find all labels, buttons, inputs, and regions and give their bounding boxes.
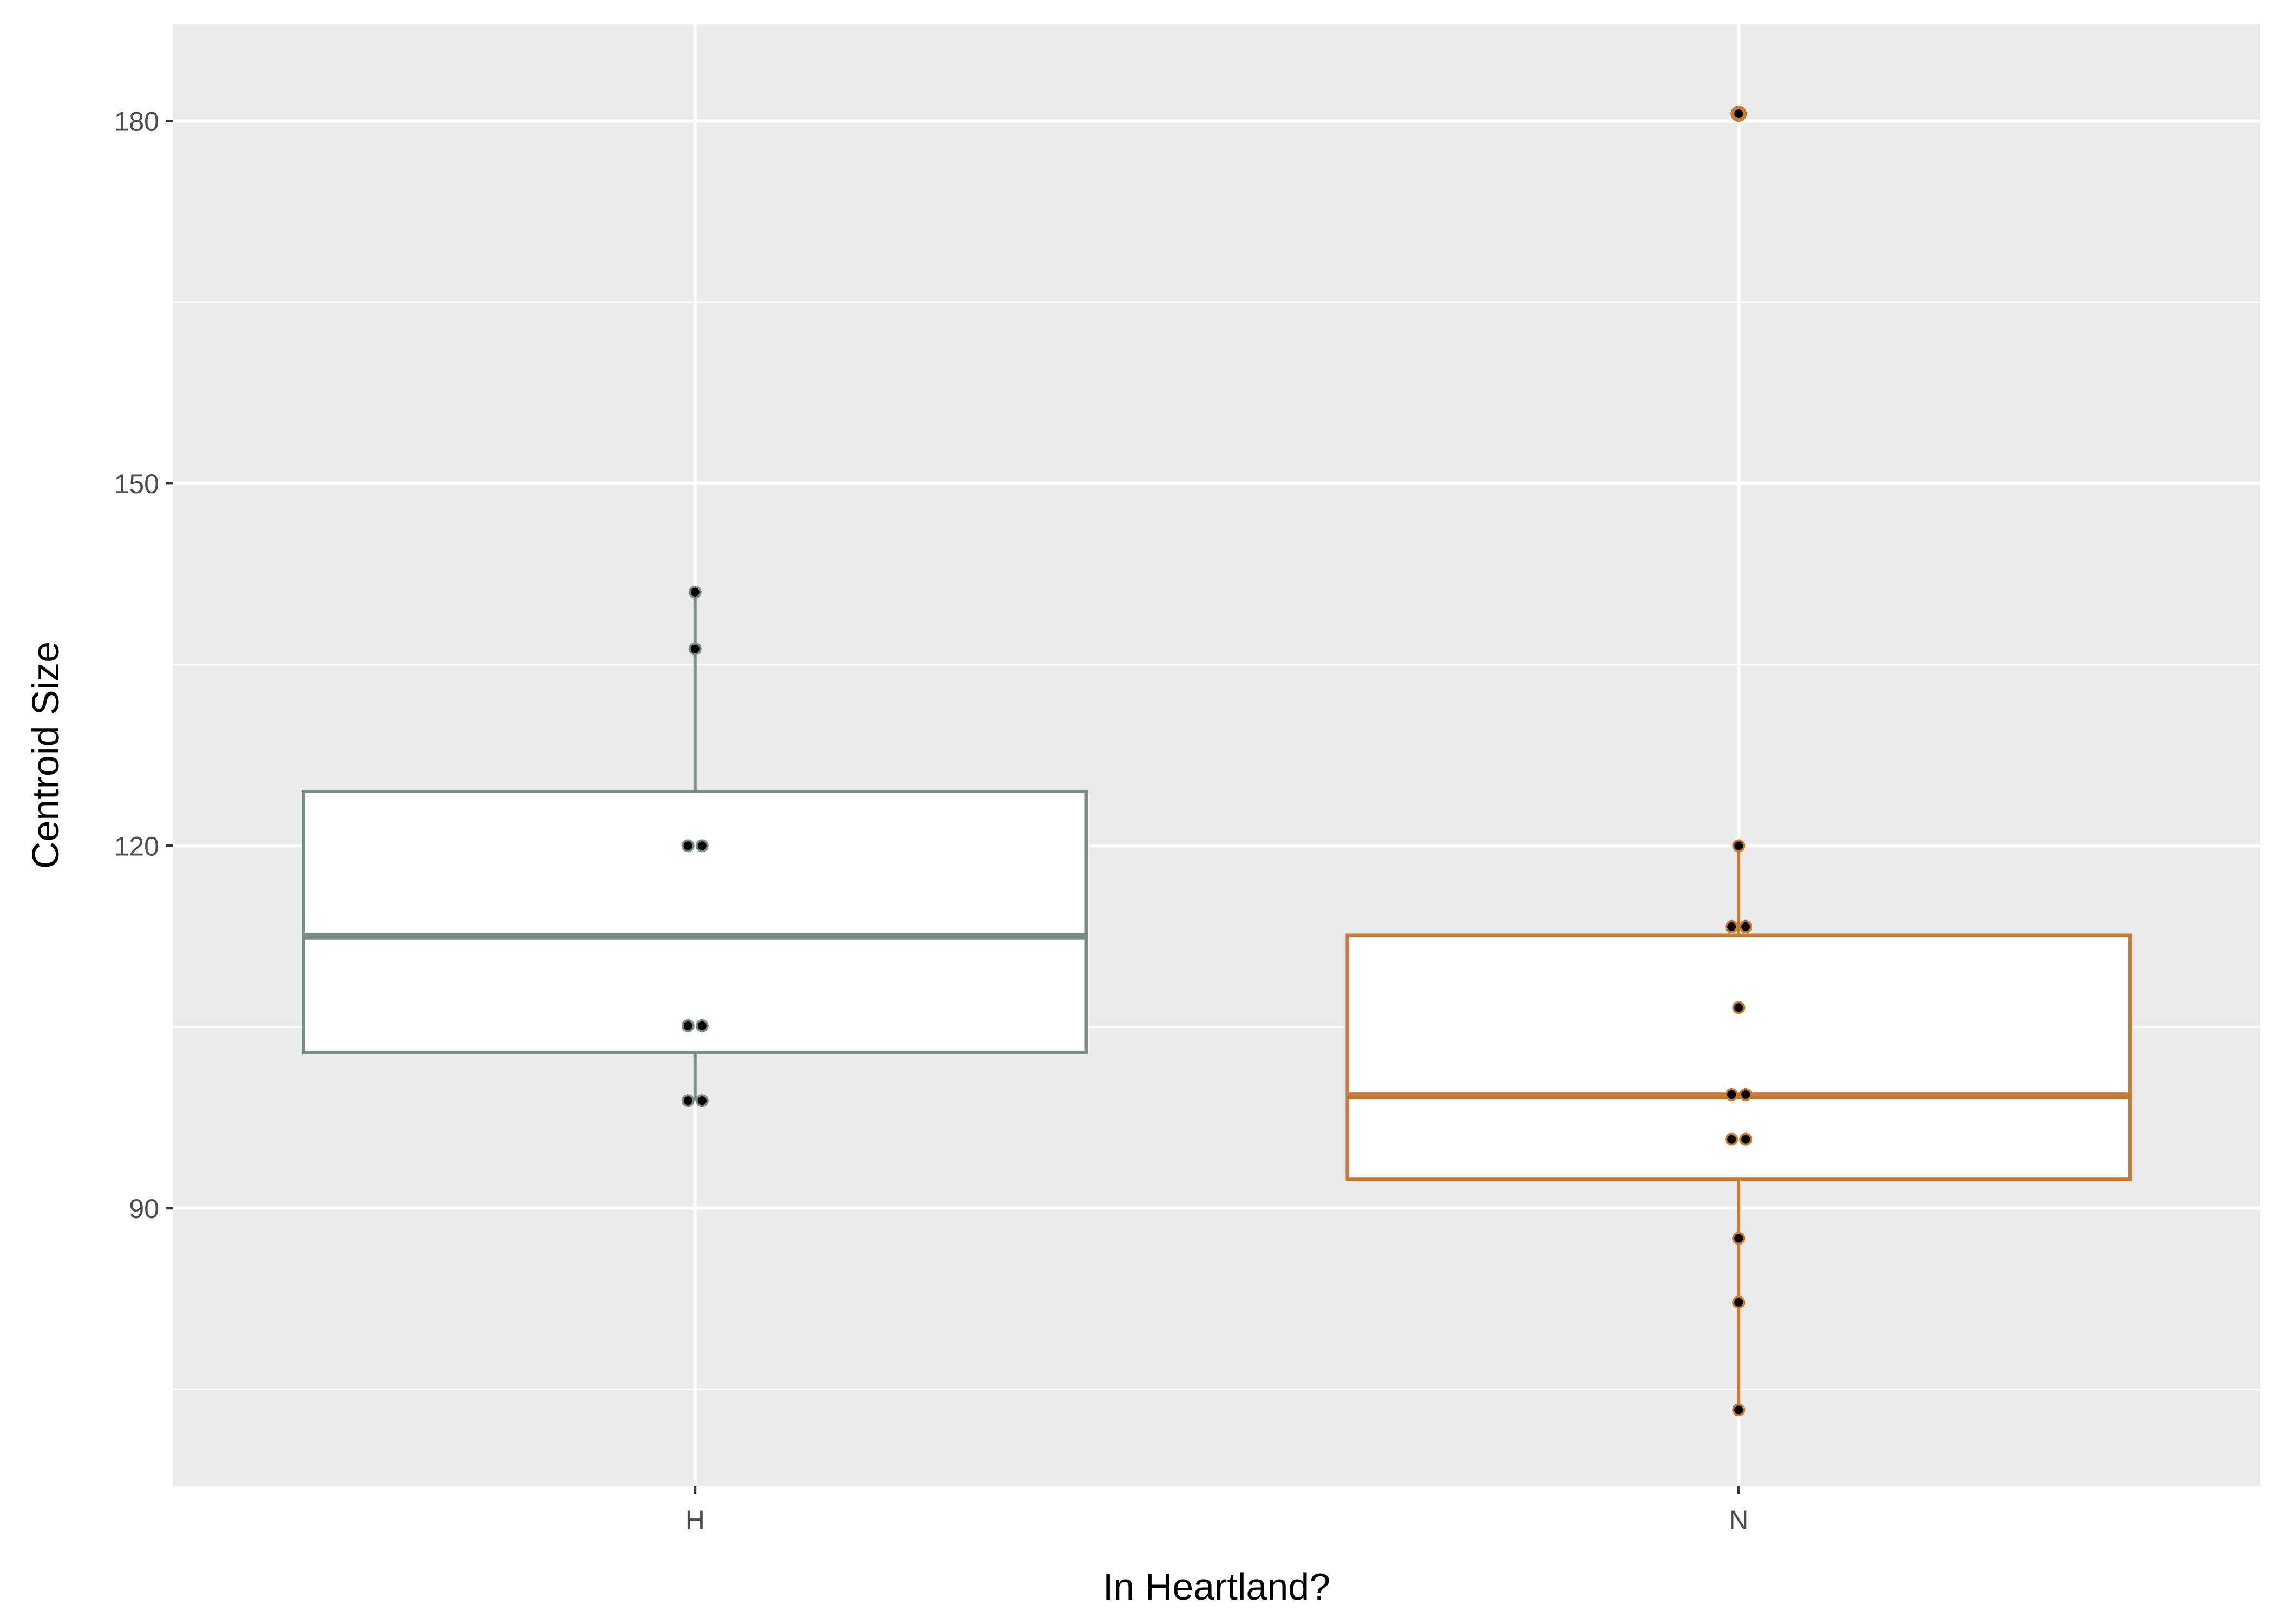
data-point	[695, 1094, 709, 1108]
data-point	[681, 839, 695, 853]
data-point	[1732, 839, 1746, 853]
data-point	[695, 1019, 709, 1032]
data-point	[681, 1019, 695, 1032]
y-tick-label: 150	[114, 469, 159, 499]
box-iqr	[1345, 933, 2132, 1181]
data-point	[688, 585, 702, 599]
box-group-N	[1345, 106, 2132, 1410]
data-point	[1725, 920, 1739, 933]
x-axis-title: In Heartland?	[1103, 1566, 1330, 1608]
y-tick-label: 120	[114, 831, 159, 861]
data-point	[1739, 1132, 1753, 1146]
x-tick-label: N	[1729, 1505, 1748, 1535]
y-tick-label: 90	[129, 1194, 159, 1224]
data-point	[681, 1094, 695, 1108]
points-layer	[681, 107, 1753, 1417]
data-point	[1732, 1001, 1746, 1014]
y-axis-title: Centroid Size	[24, 641, 67, 869]
data-point	[1739, 920, 1753, 933]
data-point	[1725, 1132, 1739, 1146]
data-point	[1739, 1088, 1753, 1102]
data-point	[1732, 107, 1746, 121]
panel-background	[173, 24, 2260, 1486]
data-point	[1732, 1232, 1746, 1245]
data-point	[1732, 1295, 1746, 1309]
data-point	[695, 839, 709, 853]
boxes-layer	[302, 106, 2132, 1410]
data-point	[1732, 1403, 1746, 1417]
y-tick-label: 180	[114, 107, 159, 137]
y-axis: 90 120 150 180	[114, 107, 173, 1224]
data-point	[1725, 1088, 1739, 1102]
data-point	[688, 642, 702, 656]
x-tick-label: H	[685, 1505, 705, 1535]
box-iqr	[302, 789, 1088, 1054]
box-group-H	[302, 592, 1088, 1101]
